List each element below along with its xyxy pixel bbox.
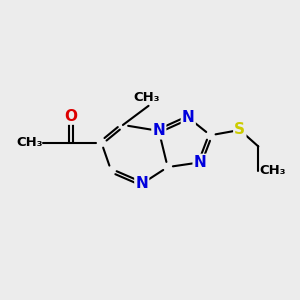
- Text: N: N: [194, 155, 206, 170]
- Text: CH₃: CH₃: [16, 136, 43, 149]
- Text: N: N: [135, 176, 148, 191]
- Text: N: N: [182, 110, 195, 125]
- Text: S: S: [234, 122, 245, 137]
- Text: CH₃: CH₃: [134, 92, 160, 104]
- Text: N: N: [152, 123, 165, 138]
- Text: O: O: [64, 109, 78, 124]
- Text: CH₃: CH₃: [260, 164, 286, 177]
